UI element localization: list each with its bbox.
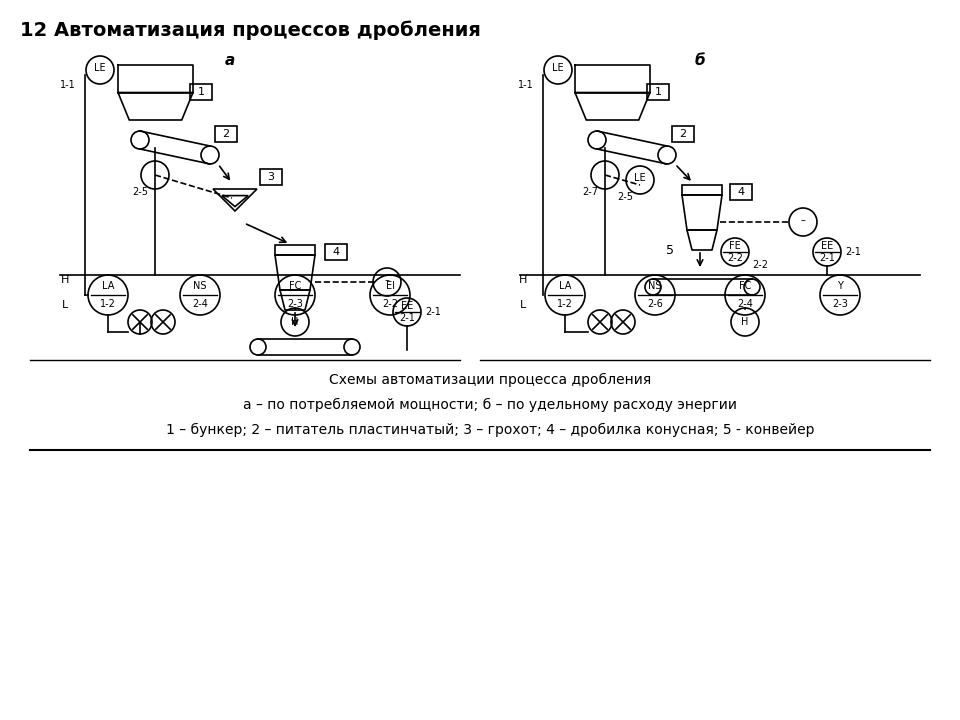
Bar xyxy=(190,84,212,100)
Text: 2-5: 2-5 xyxy=(132,187,148,197)
Text: 12 Автоматизация процессов дробления: 12 Автоматизация процессов дробления xyxy=(20,20,481,40)
Text: 5: 5 xyxy=(666,243,674,256)
Bar xyxy=(647,84,669,100)
Text: 2-3: 2-3 xyxy=(287,299,303,309)
Text: LE: LE xyxy=(635,173,646,183)
Bar xyxy=(682,185,722,195)
Text: NS: NS xyxy=(648,281,661,291)
Text: FC: FC xyxy=(289,281,301,291)
Bar xyxy=(275,245,315,255)
Text: 2-7: 2-7 xyxy=(582,187,598,197)
Text: EE: EE xyxy=(401,301,413,311)
Text: 1-1: 1-1 xyxy=(60,80,76,90)
Bar xyxy=(260,169,282,185)
Text: 2-4: 2-4 xyxy=(737,299,753,309)
Text: NS: NS xyxy=(193,281,206,291)
Text: LA: LA xyxy=(559,281,571,291)
Bar xyxy=(325,244,347,260)
Text: 2-5: 2-5 xyxy=(617,192,633,202)
Text: а – по потребляемой мощности; б – по удельному расходу энергии: а – по потребляемой мощности; б – по уде… xyxy=(243,398,737,412)
Text: LE: LE xyxy=(94,63,106,73)
Text: L: L xyxy=(520,300,526,310)
Bar xyxy=(215,126,237,142)
Text: 1-2: 1-2 xyxy=(557,299,573,309)
Text: L: L xyxy=(61,300,68,310)
Text: 2-6: 2-6 xyxy=(647,299,663,309)
Text: 2-1: 2-1 xyxy=(845,247,861,257)
Text: 2-1: 2-1 xyxy=(819,253,835,264)
Text: LE: LE xyxy=(552,63,564,73)
Text: 2-1: 2-1 xyxy=(425,307,441,317)
Text: 4: 4 xyxy=(737,187,745,197)
Text: –: – xyxy=(385,275,390,285)
Text: 1-2: 1-2 xyxy=(100,299,116,309)
Text: 1: 1 xyxy=(655,87,661,97)
Text: FC: FC xyxy=(739,281,751,291)
Text: б: б xyxy=(695,53,706,68)
Text: 4: 4 xyxy=(332,247,340,257)
Bar xyxy=(730,184,752,200)
Text: FE: FE xyxy=(730,240,741,251)
Text: H: H xyxy=(518,275,527,285)
Text: 2-2: 2-2 xyxy=(727,253,743,264)
Text: 2: 2 xyxy=(223,129,229,139)
Text: EE: EE xyxy=(821,240,833,251)
Text: 1 – бункер; 2 – питатель пластинчатый; 3 – грохот; 4 – дробилка конусная; 5 - ко: 1 – бункер; 2 – питатель пластинчатый; 3… xyxy=(166,423,814,437)
Bar xyxy=(672,126,694,142)
Text: Схемы автоматизации процесса дробления: Схемы автоматизации процесса дробления xyxy=(329,373,651,387)
Text: 2-2: 2-2 xyxy=(752,260,768,270)
Text: 2-3: 2-3 xyxy=(832,299,848,309)
Text: 1: 1 xyxy=(198,87,204,97)
Text: а: а xyxy=(225,53,235,68)
Text: 3: 3 xyxy=(268,172,275,182)
Text: 2: 2 xyxy=(680,129,686,139)
Text: H: H xyxy=(741,317,749,327)
Text: LA: LA xyxy=(102,281,114,291)
Text: 2-2: 2-2 xyxy=(382,299,398,309)
Text: 1-1: 1-1 xyxy=(518,80,534,90)
Text: EI: EI xyxy=(386,281,395,291)
Text: 2-1: 2-1 xyxy=(399,313,415,323)
Text: 2-4: 2-4 xyxy=(192,299,208,309)
Text: Y: Y xyxy=(837,281,843,291)
Text: H: H xyxy=(291,317,299,327)
Text: H: H xyxy=(60,275,69,285)
Text: –: – xyxy=(801,215,805,225)
